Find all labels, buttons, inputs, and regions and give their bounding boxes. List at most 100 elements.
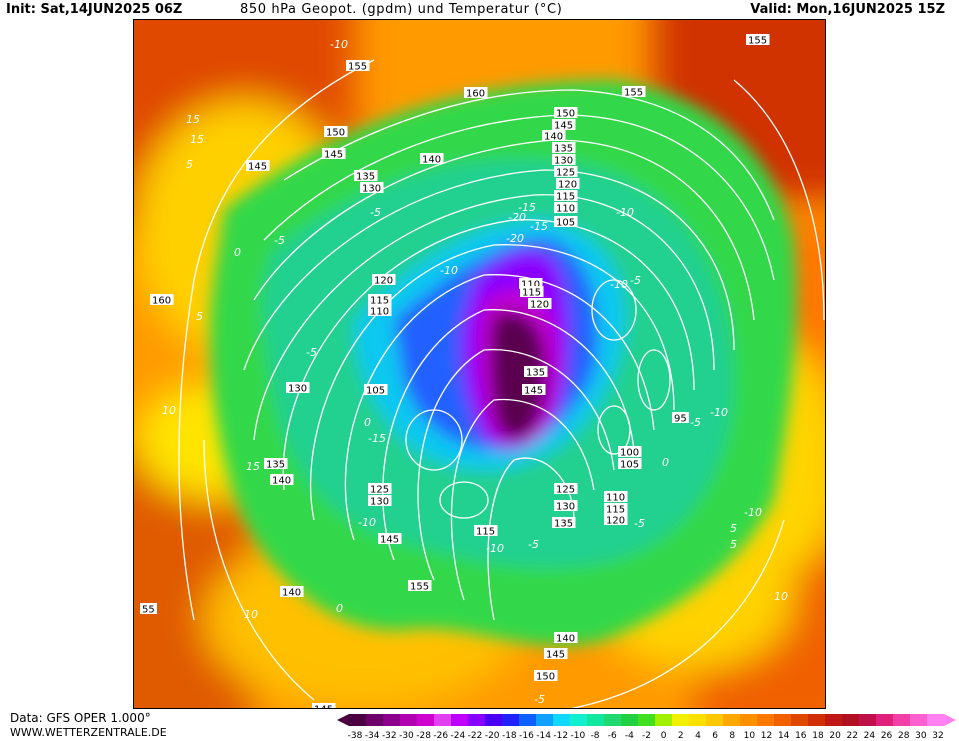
website-label: WWW.WETTERZENTRALE.DE <box>10 726 167 739</box>
temperature-label: -5 <box>634 517 645 530</box>
temperature-label: -5 <box>370 206 381 219</box>
legend-swatch <box>349 714 367 726</box>
svg-text:145: 145 <box>314 705 333 710</box>
geopotential-label: 140 <box>554 632 578 645</box>
legend-tick-label: 20 <box>829 731 841 741</box>
legend-tick-label: -20 <box>485 731 500 741</box>
geopotential-label: 110 <box>519 278 543 291</box>
temperature-label: 5 <box>186 158 193 171</box>
temperature-label: 10 <box>162 404 176 417</box>
legend-swatch <box>366 714 384 726</box>
svg-text:155: 155 <box>348 62 367 73</box>
geopotential-label: 135 <box>552 142 576 155</box>
legend-tick-label: 2 <box>678 731 684 741</box>
svg-text:125: 125 <box>556 485 575 496</box>
geopotential-label: 155 <box>346 60 370 73</box>
legend-tick-label: -28 <box>416 731 431 741</box>
svg-text:125: 125 <box>556 168 575 179</box>
legend-tick-label: 16 <box>795 731 807 741</box>
geopotential-label: 130 <box>554 500 578 513</box>
legend-tick-label: -12 <box>553 731 568 741</box>
svg-text:145: 145 <box>248 162 267 173</box>
geopotential-label: 105 <box>554 216 578 229</box>
temperature-label: 10 <box>774 590 788 603</box>
temperature-label: -15 <box>530 220 548 233</box>
temperature-label: 10 <box>244 608 258 621</box>
svg-text:130: 130 <box>362 184 381 195</box>
legend-swatch <box>655 714 673 726</box>
svg-text:160: 160 <box>152 296 171 307</box>
temperature-label: 0 <box>662 456 669 469</box>
geopotential-label: 130 <box>360 182 384 195</box>
geopotential-label: 130 <box>552 154 576 167</box>
geopotential-label: 110 <box>368 305 392 318</box>
svg-text:135: 135 <box>554 144 573 155</box>
svg-text:110: 110 <box>521 280 540 291</box>
svg-text:110: 110 <box>556 204 575 215</box>
legend-tick-label: -30 <box>399 731 414 741</box>
geopotential-label: 120 <box>604 514 628 527</box>
temperature-label: -20 <box>508 211 526 224</box>
svg-text:130: 130 <box>288 384 307 395</box>
legend-tick-label: 24 <box>864 731 876 741</box>
geopotential-label: 105 <box>364 384 388 397</box>
geopotential-label: 145 <box>552 119 576 132</box>
legend-swatch <box>434 714 452 726</box>
geopotential-label: 125 <box>554 483 578 496</box>
svg-text:140: 140 <box>272 476 291 487</box>
geopotential-label: 155 <box>408 580 432 593</box>
legend-swatch <box>519 714 537 726</box>
legend-tick-label: 6 <box>712 731 718 741</box>
legend-tick-label: -22 <box>468 731 483 741</box>
svg-text:140: 140 <box>422 155 441 166</box>
legend-tick-label: 22 <box>847 731 858 741</box>
svg-text:120: 120 <box>374 276 393 287</box>
legend-tick-label: 0 <box>661 731 667 741</box>
legend-tick-label: -26 <box>433 731 448 741</box>
legend-swatch <box>910 714 928 726</box>
svg-text:120: 120 <box>530 300 549 311</box>
svg-text:155: 155 <box>624 88 643 99</box>
svg-text:120: 120 <box>558 180 577 191</box>
svg-text:160: 160 <box>466 89 485 100</box>
legend-swatch <box>468 714 486 726</box>
legend-tick-label: -6 <box>608 731 617 741</box>
legend-swatch <box>842 714 860 726</box>
legend-tick-label: -34 <box>365 731 380 741</box>
geopotential-label: 135 <box>354 170 378 183</box>
legend-swatch <box>706 714 724 726</box>
weather-map: 155 155 155 160 150 145 150 145 140 135 130 125 120 1… <box>133 19 826 709</box>
svg-text:130: 130 <box>554 156 573 167</box>
geopotential-label: 145 <box>544 648 568 661</box>
legend-tick-label: 12 <box>761 731 772 741</box>
legend-tick-label: 14 <box>778 731 790 741</box>
svg-text:115: 115 <box>556 192 575 203</box>
geopotential-label: 125 <box>554 166 578 179</box>
svg-text:100: 100 <box>620 448 639 459</box>
legend-swatch <box>485 714 503 726</box>
geopotential-label: 145 <box>378 533 402 546</box>
legend-swatch <box>672 714 690 726</box>
svg-text:130: 130 <box>370 497 389 508</box>
geopotential-label: 130 <box>368 495 392 508</box>
svg-text:115: 115 <box>370 296 389 307</box>
legend-swatch <box>791 714 809 726</box>
svg-text:135: 135 <box>266 460 285 471</box>
geopotential-label: 100 <box>618 446 642 459</box>
legend-swatch <box>621 714 639 726</box>
svg-text:140: 140 <box>282 588 301 599</box>
geopotential-label: 150 <box>554 107 578 120</box>
legend-swatch <box>400 714 418 726</box>
geopotential-label: 95 <box>672 412 689 425</box>
geopotential-label: 115 <box>520 286 544 299</box>
legend-tick-label: -4 <box>625 731 634 741</box>
geopotential-label: 140 <box>280 586 304 599</box>
geopotential-label: 140 <box>542 130 566 143</box>
temperature-label: -5 <box>306 346 317 359</box>
svg-text:105: 105 <box>556 218 575 229</box>
legend-swatch <box>893 714 911 726</box>
temperature-field <box>134 20 825 708</box>
geopotential-label: 160 <box>464 87 488 100</box>
svg-text:145: 145 <box>554 121 573 132</box>
